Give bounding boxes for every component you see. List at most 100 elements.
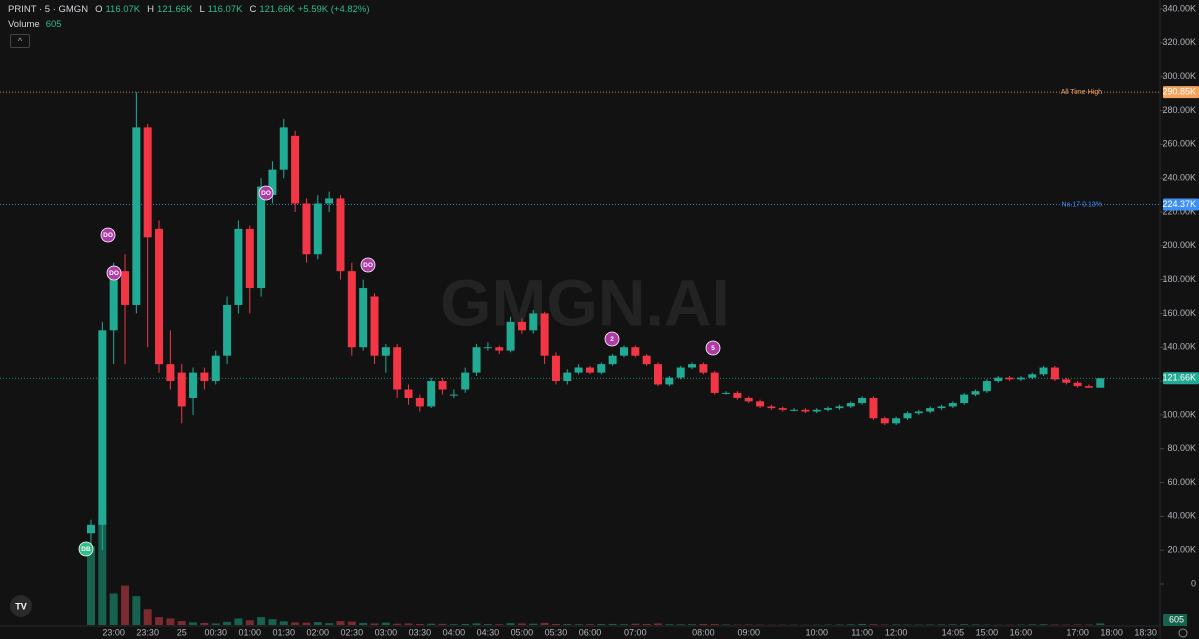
candle-body <box>563 372 572 382</box>
volume-bar <box>438 623 447 625</box>
x-tick-label: 25 <box>177 627 187 637</box>
x-tick-label: 15:00 <box>976 627 999 637</box>
candle-body <box>654 364 662 385</box>
candle-body <box>404 389 413 398</box>
trade-marker-label: DO <box>261 190 271 197</box>
x-tick-label: 04:00 <box>443 627 466 637</box>
candle-body <box>597 364 606 373</box>
x-tick-label: 16:00 <box>1010 627 1033 637</box>
volume-bar <box>937 624 946 625</box>
candle-body <box>790 409 799 411</box>
candle-body <box>1028 374 1037 378</box>
candle-body <box>449 394 458 396</box>
volume-bar <box>597 624 606 625</box>
candle-body <box>699 364 708 373</box>
volume-bar <box>744 624 753 625</box>
candle-body <box>801 409 810 412</box>
candle-body <box>166 364 175 382</box>
candle-body <box>98 330 107 525</box>
candle-body <box>393 347 402 390</box>
volume-bar <box>710 624 719 625</box>
x-tick-label: 23:30 <box>136 627 159 637</box>
candle-body <box>914 411 923 414</box>
collapse-button[interactable]: ^ <box>10 34 30 48</box>
volume-bar <box>631 623 640 625</box>
volume-bar <box>257 617 266 625</box>
settings-icon[interactable] <box>1178 628 1188 638</box>
watermark: GMGN.AI <box>440 265 730 339</box>
candle-body <box>903 413 912 419</box>
candle-body <box>415 397 424 407</box>
volume-bar <box>245 620 254 625</box>
x-tick-label: 08:00 <box>692 627 715 637</box>
candle-body <box>631 347 640 356</box>
x-tick-label: 18:30 <box>1134 627 1157 637</box>
volume-bar <box>291 622 300 625</box>
volume-bar <box>948 624 957 625</box>
volume-bar <box>858 623 867 625</box>
volume-bar <box>846 624 855 625</box>
candle-body <box>223 304 232 356</box>
volume-bar <box>234 618 243 625</box>
candle-body <box>461 372 470 390</box>
candle-body <box>551 355 560 382</box>
y-tick-label: 140.00K <box>1162 342 1196 352</box>
price-line-name: All Time High <box>1061 89 1102 96</box>
ohlc-value: 121.66K <box>259 4 295 15</box>
x-tick-label: 12:00 <box>885 627 908 637</box>
volume-bar <box>347 621 356 625</box>
trade-marker-label: 5 <box>711 345 715 352</box>
candle-body <box>155 228 164 365</box>
candle-body <box>121 271 130 305</box>
volume-bar <box>279 621 288 625</box>
candle-body <box>472 347 481 373</box>
volume-bar <box>506 623 515 625</box>
trade-marker <box>360 257 376 273</box>
volume-bar <box>404 623 413 625</box>
trade-marker <box>604 331 620 347</box>
price-tag-label: 290.85K <box>1162 86 1196 96</box>
candle-body <box>1050 367 1059 380</box>
x-tick-label: 01:00 <box>238 627 261 637</box>
trade-marker <box>106 265 122 281</box>
y-tick-label: 20.00K <box>1167 545 1196 555</box>
volume-bar <box>835 624 844 625</box>
volume-bar <box>359 622 368 625</box>
volume-bar <box>619 624 628 625</box>
volume-bar <box>223 621 232 625</box>
price-tag <box>1163 372 1199 385</box>
candle-body <box>359 288 368 348</box>
candle-body <box>926 408 935 412</box>
volume-tag-label: 605 <box>1169 614 1184 624</box>
candle-body <box>778 408 787 410</box>
candle-body <box>279 127 288 170</box>
volume-bar <box>563 624 572 625</box>
candle-body <box>642 355 651 365</box>
trade-marker <box>258 185 274 201</box>
candle-body <box>619 347 628 356</box>
candle-body <box>438 381 447 390</box>
candle-body <box>529 313 538 331</box>
candle-body <box>1096 378 1105 388</box>
legend-header: PRINT · 5 · GMGN O 116.07K H 121.66K L 116.… <box>8 4 370 15</box>
ohlc-key: C <box>249 4 257 15</box>
trade-marker-label: DO <box>363 262 373 269</box>
candle-body <box>381 347 390 356</box>
volume-bar <box>1050 624 1059 625</box>
x-tick-label: 02:30 <box>341 627 364 637</box>
y-tick-label: 40.00K <box>1167 511 1196 521</box>
volume-bar <box>665 624 674 625</box>
ohlc-key: L <box>199 4 205 15</box>
candle-body <box>302 203 311 255</box>
candle-body <box>722 392 731 394</box>
svg-text:TV: TV <box>15 601 27 611</box>
ohlc-value: 121.66K <box>157 4 193 15</box>
candle-body <box>313 203 322 255</box>
volume-bar <box>155 617 164 625</box>
candle-body <box>574 367 583 373</box>
volume-bar <box>302 622 311 625</box>
tv-logo: TV <box>10 595 32 617</box>
candle-body <box>710 372 719 393</box>
candle-body <box>257 186 266 289</box>
y-tick-label: 260.00K <box>1162 139 1196 149</box>
